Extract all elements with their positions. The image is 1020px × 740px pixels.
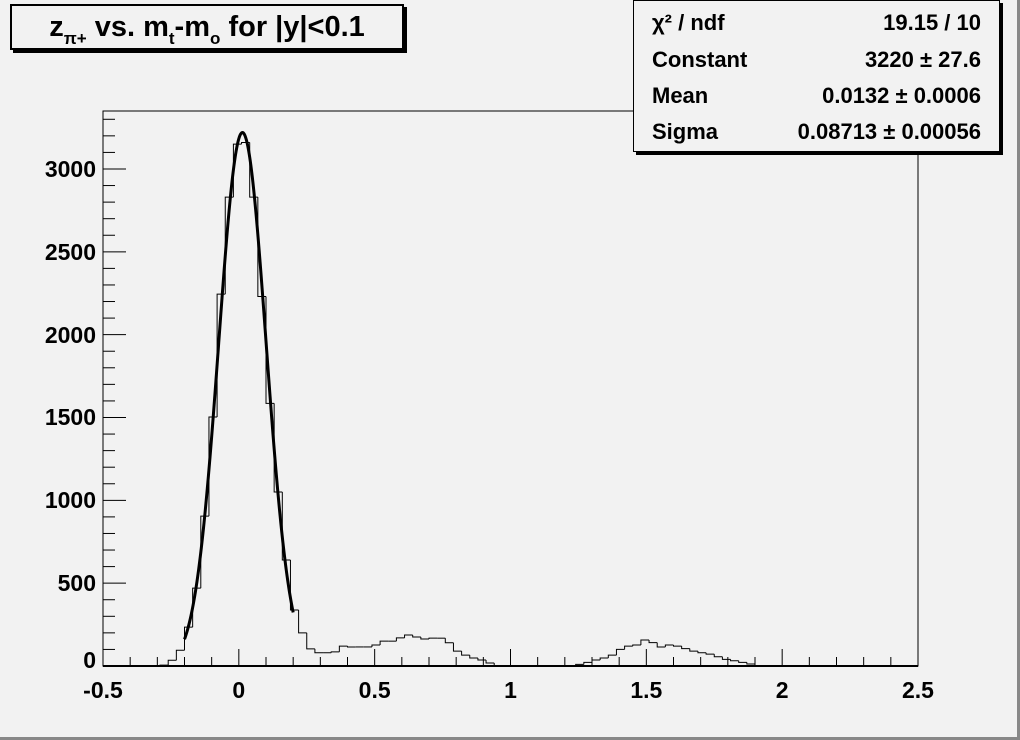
stats-value: 0.08713 ± 0.00056 — [797, 119, 981, 144]
fit-stats-box: χ² / ndf 19.15 / 10 Constant 3220 ± 27.6 M… — [633, 0, 1000, 152]
histogram-bin — [656, 642, 666, 648]
histogram-bin — [673, 644, 682, 647]
title-part: for |y|<0.1 — [220, 11, 365, 43]
title-subscript: π+ — [63, 29, 87, 48]
histogram-bin — [330, 651, 340, 653]
histogram-bin — [664, 644, 674, 647]
stats-row-chi2: χ² / ndf 19.15 / 10 — [652, 6, 981, 40]
histogram-bin — [452, 642, 462, 652]
histogram-bin — [314, 648, 324, 654]
histogram-bin — [379, 640, 389, 645]
canvas-border — [0, 737, 1020, 740]
histogram-bin — [648, 639, 658, 644]
histogram-bin — [705, 652, 715, 655]
histogram-bin — [746, 662, 755, 665]
chart-title: zπ+ vs. mt-mo for |y|<0.1 — [10, 4, 404, 50]
x-tick-label: 1.5 — [630, 677, 663, 703]
y-tick-label: 2000 — [44, 321, 96, 348]
histogram-bin — [420, 637, 429, 640]
histogram-bin — [583, 661, 592, 665]
histogram-bin — [689, 648, 698, 652]
title-part: vs. m — [86, 11, 169, 43]
canvas-border — [1017, 0, 1020, 740]
histogram-bin — [599, 657, 609, 661]
y-tick-label: 500 — [57, 570, 96, 597]
histogram-bin — [461, 651, 470, 656]
y-tick-label: 2500 — [44, 238, 96, 265]
title-subscript: t — [168, 29, 175, 48]
title-part: z — [49, 11, 64, 43]
histogram-bin — [632, 644, 641, 647]
x-tick-label: 2.5 — [902, 677, 934, 703]
histogram-bin — [485, 660, 495, 664]
title-part: -m — [174, 11, 210, 43]
stats-value: 3220 ± 27.6 — [864, 47, 981, 72]
histogram-bin — [412, 635, 421, 638]
histogram-bin — [306, 632, 315, 650]
stats-label: Constant — [652, 47, 748, 72]
stats-value: 0.0132 ± 0.0006 — [822, 83, 981, 108]
y-tick-label: 1000 — [44, 487, 96, 514]
histogram-bin — [681, 646, 690, 650]
histogram-bin — [167, 659, 177, 666]
stats-row-sigma: Sigma 0.08713 ± 0.00056 — [652, 115, 981, 149]
stats-label: Sigma — [652, 119, 719, 144]
histogram-bin — [428, 637, 438, 639]
histogram-bin — [738, 660, 747, 663]
histogram-bin — [404, 634, 413, 638]
x-tick-label: 0 — [232, 677, 246, 703]
y-tick-label: 3000 — [44, 155, 96, 182]
x-tick-label: 0.5 — [358, 677, 391, 703]
histogram-bin — [640, 639, 650, 645]
histogram-bin — [591, 659, 601, 663]
histogram-bin — [289, 559, 299, 611]
histogram-bin — [624, 645, 633, 650]
histogram-bin — [175, 649, 185, 661]
histogram-bin — [477, 658, 487, 661]
histogram-bin — [347, 646, 356, 648]
stats-label: χ² / ndf — [652, 10, 725, 35]
stats-value: 19.15 / 10 — [883, 10, 981, 35]
plot-frame — [102, 110, 919, 667]
histogram-bin — [713, 654, 723, 658]
histogram-bin — [469, 655, 478, 659]
x-tick-label: 2 — [775, 677, 789, 703]
histogram-bin — [395, 637, 405, 642]
stats-row-constant: Constant 3220 ± 27.6 — [652, 43, 981, 77]
histogram-bin — [281, 492, 291, 561]
y-tick-label: 0 — [83, 647, 96, 673]
histogram-bin — [697, 651, 707, 654]
histogram-bin — [184, 626, 193, 651]
histogram-bin — [298, 610, 307, 634]
x-tick-label: -0.5 — [83, 677, 123, 703]
histogram-bin — [444, 638, 454, 644]
histogram-bin — [721, 656, 731, 660]
histogram-bin — [371, 644, 381, 647]
y-tick-label: 1500 — [44, 404, 96, 431]
gaussian-fit-curve — [183, 131, 295, 640]
histogram-bin — [615, 648, 625, 656]
histogram-bin — [730, 659, 739, 662]
histogram-bin — [607, 654, 617, 659]
x-tick-label: 1 — [504, 677, 517, 703]
stats-label: Mean — [652, 83, 709, 108]
stats-row-mean: Mean 0.0132 ± 0.0006 — [652, 79, 981, 113]
histogram-bin — [338, 645, 348, 652]
title-subscript: o — [210, 29, 221, 48]
